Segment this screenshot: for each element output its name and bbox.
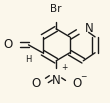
- Text: O: O: [31, 77, 40, 91]
- Text: H: H: [25, 56, 31, 64]
- Text: O: O: [3, 38, 13, 51]
- Text: −: −: [80, 72, 86, 81]
- Text: N: N: [84, 22, 93, 35]
- Text: N: N: [52, 74, 61, 87]
- Text: Br: Br: [50, 5, 62, 15]
- Text: O: O: [72, 77, 81, 91]
- Text: +: +: [61, 63, 67, 72]
